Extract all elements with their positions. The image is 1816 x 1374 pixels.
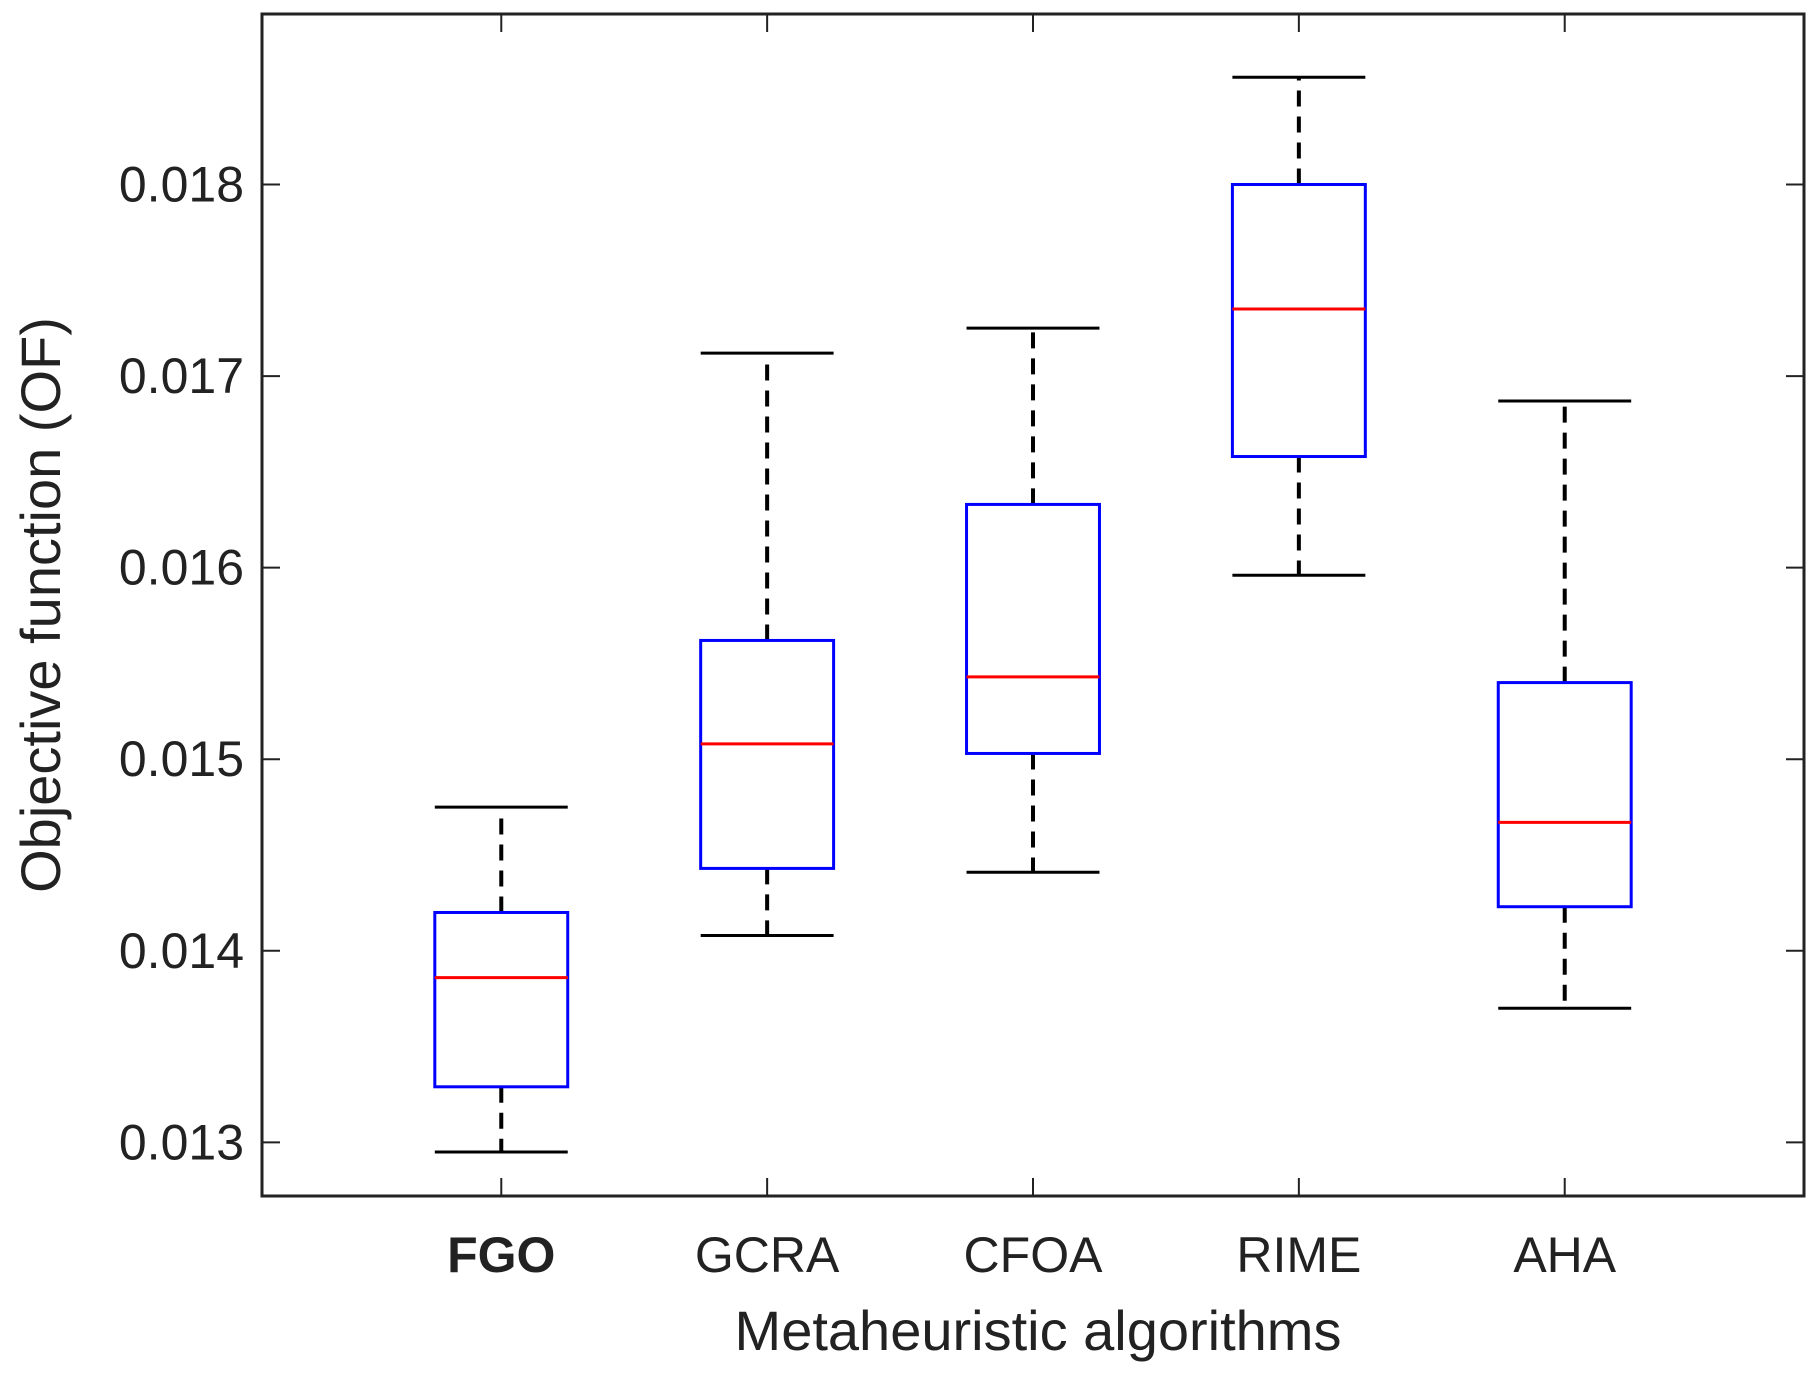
box-cfoa (965, 326, 1101, 874)
x-tick-label: GCRA (695, 1227, 840, 1283)
y-tick-label: 0.015 (119, 731, 244, 787)
iqr-box (699, 638, 836, 870)
plot-area-frame (260, 12, 1806, 1198)
y-tick-label: 0.017 (119, 348, 244, 404)
box-gcra (699, 351, 836, 937)
iqr-box (1230, 182, 1367, 459)
y-tick-label: 0.016 (119, 540, 244, 596)
y-tick-label: 0.018 (119, 156, 244, 212)
y-tick-label: 0.013 (119, 1114, 244, 1170)
box-rime (1230, 75, 1367, 577)
x-tick-label: RIME (1236, 1227, 1361, 1283)
x-tick-label: FGO (447, 1227, 555, 1283)
x-axis: FGO GCRA CFOA RIME AHA (447, 14, 1617, 1283)
box-fgo (433, 805, 570, 1154)
x-axis-title: Metaheuristic algorithms (735, 1299, 1342, 1362)
y-axis-title: Objective function (OF) (9, 317, 72, 893)
y-tick-label: 0.014 (119, 923, 244, 979)
iqr-box (965, 502, 1101, 755)
iqr-box (1496, 681, 1633, 909)
x-tick-label: CFOA (964, 1227, 1104, 1283)
x-tick-label: AHA (1513, 1227, 1616, 1283)
iqr-box (433, 910, 570, 1089)
box-aha (1496, 399, 1633, 1010)
y-axis: 0.013 0.014 0.015 0.016 0.017 0.018 (119, 156, 1804, 1170)
boxes (433, 75, 1633, 1154)
